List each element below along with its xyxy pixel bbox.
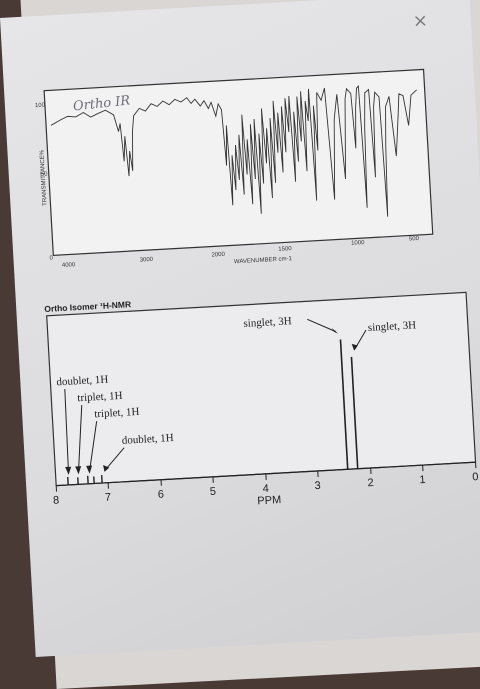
ir-x-label: WAVENUMBER cm-1 xyxy=(234,256,293,265)
nmr-x-tick: 1 xyxy=(419,474,426,486)
worksheet-page: TRANSMITTANCE% 100 50 0 4000 3000 2000 1… xyxy=(0,0,480,657)
ir-x-tick: 1500 xyxy=(278,246,292,253)
ir-y-tick: 50 xyxy=(41,172,49,178)
ir-x-tick: 3000 xyxy=(140,257,154,264)
nmr-x-tick: 2 xyxy=(367,477,374,489)
nmr-x-tick: 8 xyxy=(53,494,60,506)
nmr-x-label: PPM xyxy=(257,494,281,507)
ir-x-tick: 4000 xyxy=(62,262,76,269)
ir-y-tick: 0 xyxy=(49,255,53,261)
ir-x-tick: 1000 xyxy=(351,240,365,247)
ir-x-tick: 500 xyxy=(409,236,420,243)
nmr-annotation: triplet, 1H xyxy=(77,390,123,405)
nmr-annotation: triplet, 1H xyxy=(94,406,140,421)
ir-x-tick: 2000 xyxy=(211,252,225,259)
nmr-x-tick: 4 xyxy=(262,483,269,495)
ir-y-tick: 100 xyxy=(35,103,46,110)
nmr-x-tick: 0 xyxy=(472,471,479,483)
pen-x-mark: × xyxy=(412,10,428,32)
nmr-x-tick: 7 xyxy=(105,492,112,504)
nmr-x-tick: 6 xyxy=(158,489,165,501)
nmr-x-tick: 3 xyxy=(314,480,321,492)
nmr-x-tick: 5 xyxy=(209,486,216,498)
